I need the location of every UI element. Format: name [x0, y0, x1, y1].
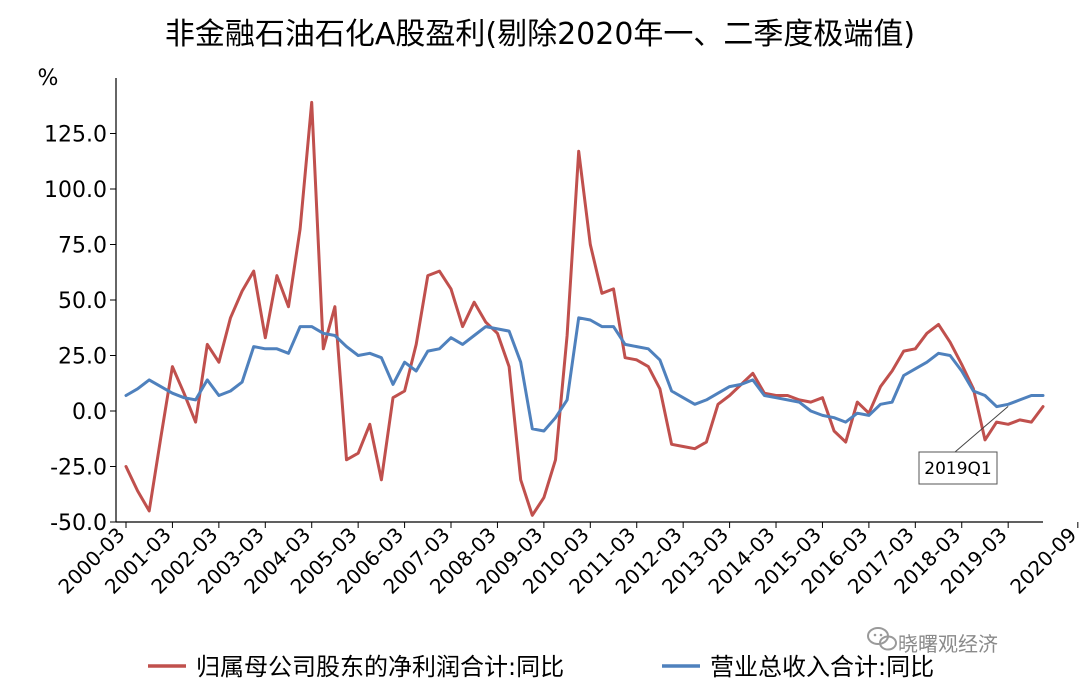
y-tick-label: 0.0: [72, 400, 107, 425]
chart-title: 非金融石油石化A股盈利(剔除2020年一、二季度极端值): [165, 17, 915, 52]
annotation-text: 2019Q1: [924, 459, 991, 479]
y-tick-label: 100.0: [44, 178, 107, 203]
watermark-text: 晓曙观经济: [898, 632, 998, 656]
watermark: 晓曙观经济: [867, 627, 998, 656]
y-tick-label: -50.0: [50, 511, 107, 536]
annotation-box: [918, 451, 998, 485]
y-axis-unit-label: %: [38, 66, 59, 91]
y-tick-label: 75.0: [58, 234, 107, 259]
y-tick-label: 125.0: [44, 123, 107, 148]
series-line-net-profit: [124, 100, 1045, 517]
y-tick-label: -25.0: [50, 456, 107, 481]
annotation-2019q1: 2019Q1: [918, 405, 1009, 485]
legend: 归属母公司股东的净利润合计:同比 营业总收入合计:同比: [148, 653, 934, 681]
legend-label-revenue: 营业总收入合计:同比: [710, 653, 934, 681]
annotation-leader-line: [954, 405, 1009, 453]
wechat-icon: [867, 627, 897, 651]
x-tick-label: 2020-09: [1005, 523, 1080, 599]
y-tick-label: 25.0: [58, 345, 107, 370]
legend-label-net-profit: 归属母公司股东的净利润合计:同比: [196, 653, 564, 681]
series-line-revenue: [124, 316, 1045, 433]
plot-area: -50.0-25.00.025.050.075.0100.0125.02000-…: [44, 78, 1080, 599]
y-tick-label: 50.0: [58, 289, 107, 314]
